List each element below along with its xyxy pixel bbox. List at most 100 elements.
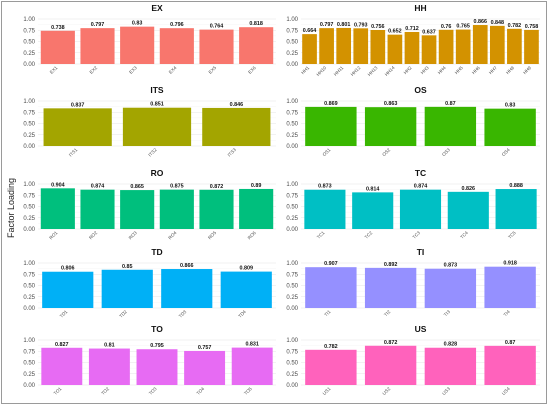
x-tick-label: HH14 [384,65,396,77]
y-tick-label: 0.50 [23,205,35,211]
x-tick-label: TC3 [412,230,422,240]
data-label: 0.87 [505,340,516,346]
data-label: 0.863 [384,101,398,107]
bar-tc1 [304,189,346,229]
y-tick-label: 0.75 [286,193,298,199]
x-tick-label: HH11 [333,65,345,77]
x-tick-label: US2 [381,386,391,396]
bar-hh8 [507,28,522,65]
bar-ti2 [364,267,417,308]
bar-hh1 [302,34,317,64]
panel-title: TD [151,247,162,257]
y-tick-label: 0.00 [286,144,298,150]
data-label: 0.796 [170,22,184,28]
data-label: 0.757 [198,345,212,351]
y-tick-label: 0.25 [23,372,35,378]
bar-tc5 [495,189,537,229]
x-tick-label: HH7 [488,65,498,75]
data-label: 0.793 [354,22,368,28]
x-tick-label: HH13 [367,65,379,77]
x-tick-label: TD1 [59,309,69,319]
x-tick-label: HH6 [471,65,481,75]
x-tick-label: RO4 [167,230,178,241]
y-tick-label: 0.75 [23,193,35,199]
y-tick-label: 1.00 [23,338,35,344]
panel-td: TD 0.00 0.25 0.50 0.75 1.00 0.806 TD1 0.85 TD2 0.8… [23,247,276,319]
y-tick-label: 0.50 [286,284,298,290]
bar-hh14 [387,34,403,64]
data-label: 0.764 [210,24,224,30]
y-tick-label: 0.25 [23,295,35,301]
panel-title: HH [414,3,426,13]
y-tick-label: 1.00 [286,99,298,105]
x-tick-label: TI4 [503,309,512,318]
bar-hh12 [353,28,369,64]
panel-title: US [415,324,427,334]
x-tick-label: HH5 [454,65,464,75]
panel-to: TO 0.00 0.25 0.50 0.75 1.00 0.827 TO1 0.81 TO2 0.7… [23,324,276,396]
data-label: 0.85 [122,264,133,270]
bar-hh2 [404,31,420,64]
bar-ex5 [199,29,234,64]
data-label: 0.758 [525,24,539,30]
data-label: 0.866 [180,263,194,269]
x-tick-label: TO2 [100,386,110,396]
panel-title: RO [151,168,164,178]
bar-os4 [484,108,536,146]
data-label: 0.851 [150,102,164,108]
y-tick-label: 0.25 [286,295,298,301]
data-label: 0.797 [91,22,105,28]
x-tick-label: RO1 [48,230,59,241]
x-tick-label: OS1 [322,147,332,157]
panel-title: TI [417,247,425,257]
x-tick-label: RO6 [247,230,258,241]
bar-to5 [231,347,273,385]
bar-to1 [41,347,83,385]
x-tick-label: EX3 [128,65,138,75]
bar-to2 [88,348,130,385]
panel-os: OS 0.00 0.25 0.50 0.75 1.00 0.869 OS1 0.863 OS2 0.… [286,85,540,157]
bar-td2 [101,269,153,308]
data-label: 0.782 [508,23,522,29]
data-label: 0.866 [474,19,488,25]
data-label: 0.87 [445,101,456,107]
data-label: 0.837 [71,102,85,108]
x-tick-label: US1 [322,386,332,396]
bar-hh3 [421,35,437,64]
data-label: 0.873 [444,263,458,269]
bar-ex3 [120,26,155,64]
x-tick-label: HH10 [315,65,327,77]
data-label: 0.828 [444,342,458,348]
x-tick-label: TD2 [118,309,128,319]
x-tick-label: EX5 [208,65,218,75]
bar-ro3 [120,190,155,229]
x-tick-label: RO5 [207,230,218,241]
bar-ti1 [305,267,357,308]
x-tick-label: EX6 [247,65,257,75]
y-tick-label: 0.00 [286,383,298,389]
bar-ex6 [239,27,274,64]
bar-ex1 [40,30,75,64]
data-label: 0.865 [130,184,144,190]
y-tick-label: 0.00 [286,62,298,68]
bar-tc2 [352,192,394,229]
y-tick-label: 0.50 [23,122,35,128]
bar-ro2 [80,189,115,229]
x-tick-label: RO2 [88,230,99,241]
x-tick-label: OS2 [381,147,391,157]
bar-ti4 [484,266,536,308]
x-tick-label: TO4 [196,386,206,396]
y-tick-label: 0.25 [286,51,298,57]
y-tick-label: 1.00 [286,182,298,188]
data-label: 0.664 [303,28,317,34]
bar-os2 [364,107,417,146]
x-tick-label: HH12 [350,65,362,77]
panel-title: OS [414,85,427,95]
y-tick-label: 0.00 [23,227,35,233]
x-tick-label: TI2 [383,309,392,318]
x-tick-label: EX4 [168,65,178,75]
x-tick-label: ITS1 [68,147,79,158]
x-tick-label: TO3 [148,386,158,396]
bar-os3 [424,106,477,146]
x-tick-label: US3 [441,386,451,396]
